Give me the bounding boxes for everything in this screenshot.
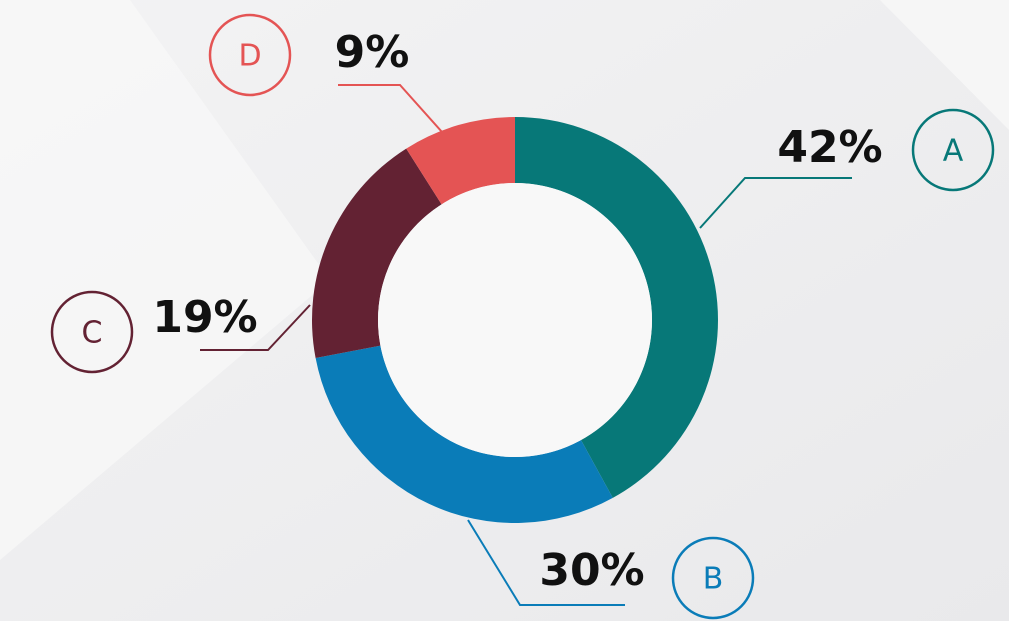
background-shape <box>880 0 1009 130</box>
donut-slice <box>312 148 442 359</box>
leader-line <box>467 519 625 606</box>
donut-hole <box>378 183 652 457</box>
donut-slice <box>315 345 613 523</box>
value-label: 42% <box>777 122 882 173</box>
leader-line <box>200 304 311 351</box>
value-label: 30% <box>539 545 644 596</box>
background-shape <box>0 0 330 560</box>
leader-line <box>338 84 443 133</box>
category-badge <box>208 13 292 97</box>
category-badge <box>671 536 755 620</box>
category-label: C <box>82 316 103 351</box>
donut <box>312 117 718 523</box>
value-label: 19% <box>152 292 257 343</box>
value-label: 9% <box>335 27 410 78</box>
leader-line <box>699 177 852 229</box>
category-label: B <box>703 562 724 597</box>
category-label: A <box>943 134 964 169</box>
donut-slice <box>406 117 515 205</box>
category-badge <box>911 108 995 192</box>
labels: 42% A 30% B 19% C 9% D <box>50 13 995 620</box>
category-badge <box>50 290 134 374</box>
donut-slice <box>515 117 718 498</box>
category-label: D <box>238 39 261 74</box>
